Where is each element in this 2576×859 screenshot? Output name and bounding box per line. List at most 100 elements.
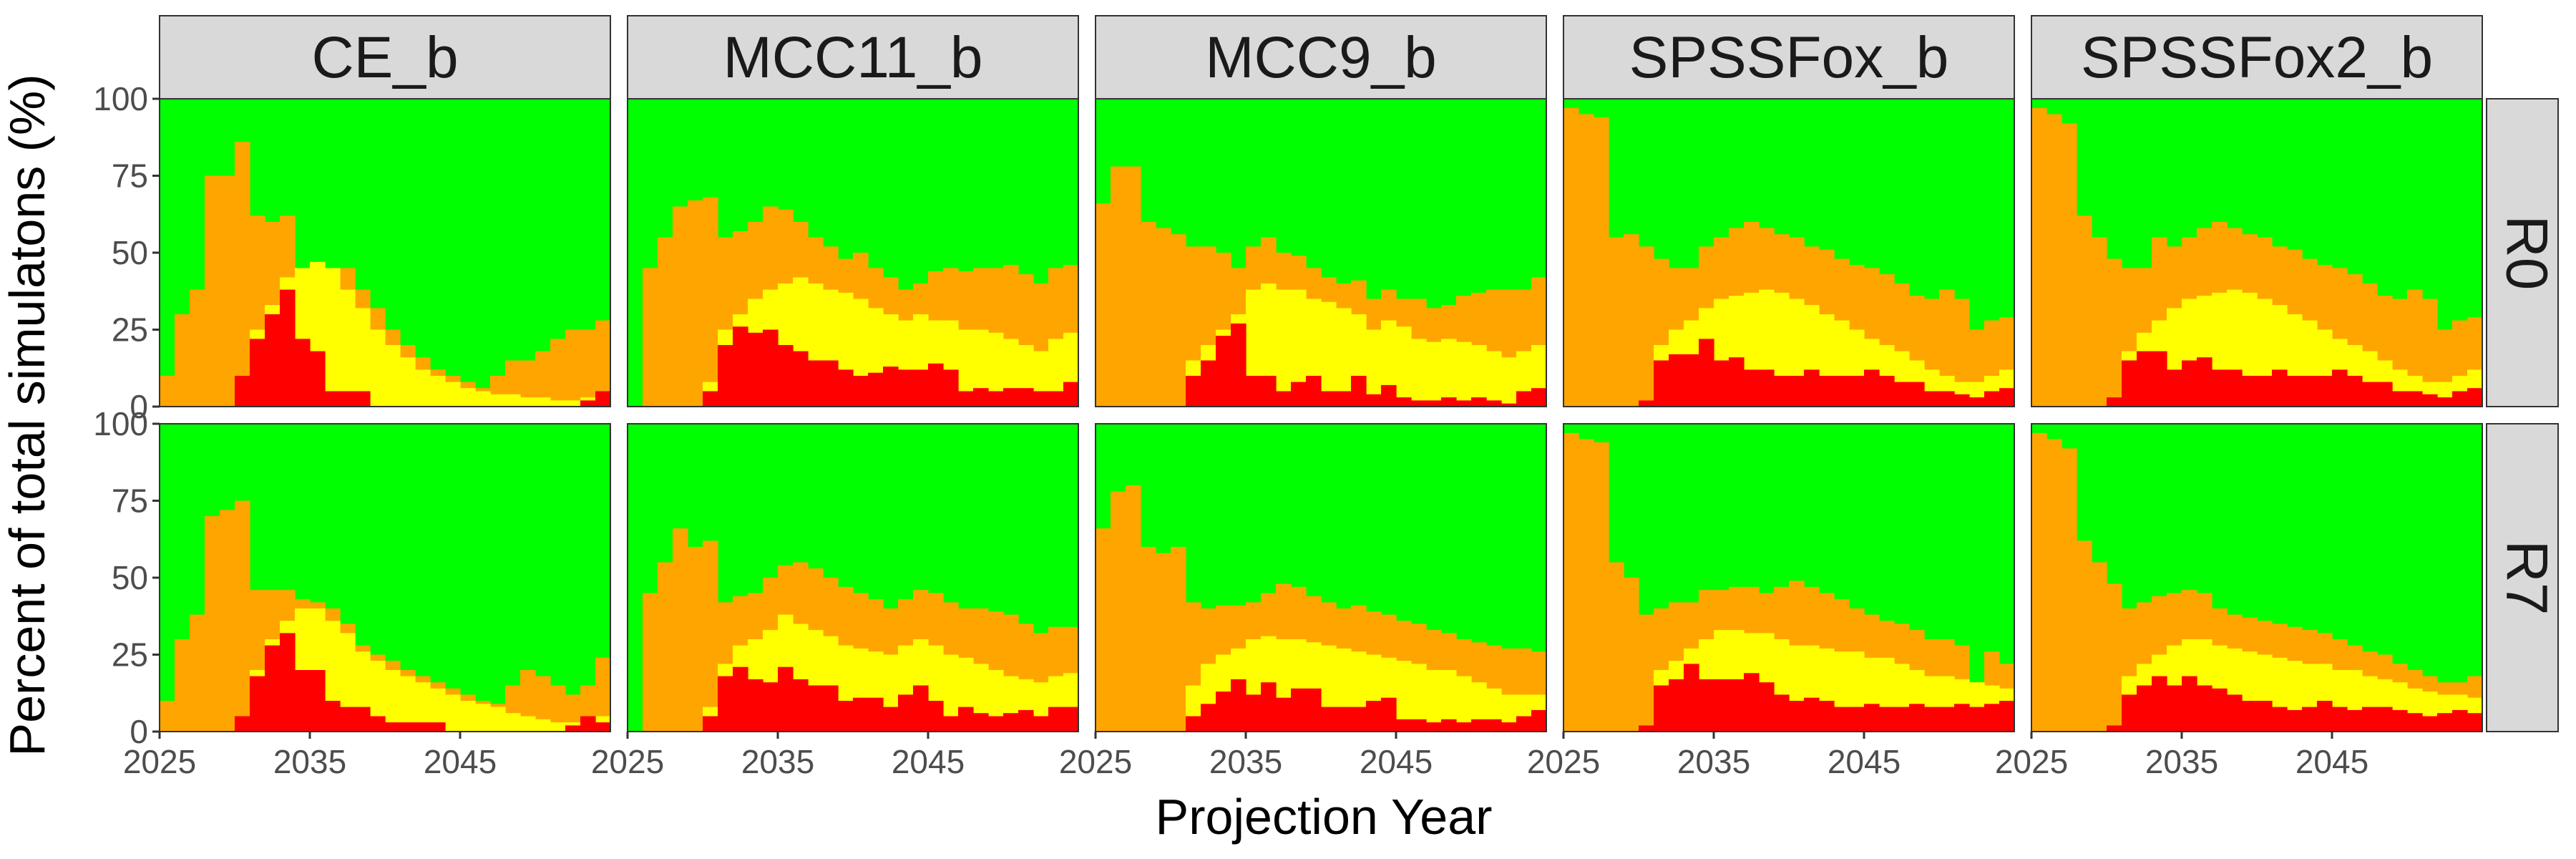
yellow-bar — [988, 332, 1004, 407]
orange-bar — [673, 528, 688, 732]
red-bar — [2317, 701, 2333, 732]
red-bar — [1186, 716, 1201, 732]
red-bar — [1714, 679, 1729, 732]
orange-bar — [2031, 432, 2047, 732]
column-strip-label: CE_b — [311, 25, 458, 90]
yellow-bar — [340, 289, 356, 407]
row-strip-label: R0 — [2494, 215, 2559, 291]
red-bar — [928, 363, 944, 407]
red-bar — [763, 682, 779, 732]
yellow-bar — [490, 394, 506, 407]
orange-bar — [535, 351, 551, 407]
panel-border — [2031, 423, 2483, 732]
red-bar — [1804, 697, 1820, 732]
red-bar — [2302, 707, 2318, 732]
orange-bar — [658, 237, 673, 407]
red-bar — [340, 707, 356, 732]
orange-bar — [1594, 442, 1609, 732]
red-bar — [1819, 376, 1835, 407]
x-tick-label: 2045 — [1360, 743, 1433, 780]
red-bar — [2302, 376, 2318, 407]
red-bar — [808, 685, 824, 732]
red-bar — [778, 666, 794, 732]
x-tick-label: 2025 — [591, 743, 664, 780]
orange-bar — [1156, 553, 1171, 732]
orange-bar — [190, 289, 205, 407]
panel-r7-ce-b — [159, 423, 611, 732]
orange-bar — [1579, 439, 1594, 732]
red-bar — [853, 376, 869, 407]
red-bar — [763, 329, 779, 407]
red-bar — [2107, 725, 2122, 732]
yellow-bar — [430, 376, 446, 407]
red-bar — [265, 314, 280, 407]
yellow-bar — [325, 268, 341, 407]
yellow-bar — [400, 357, 416, 407]
orange-bar — [220, 510, 235, 732]
orange-bar — [565, 329, 581, 407]
yellow-bar — [1501, 357, 1517, 407]
orange-bar — [703, 540, 718, 732]
red-bar — [1834, 707, 1850, 732]
red-bar — [703, 391, 718, 407]
orange-bar — [2046, 114, 2062, 407]
red-bar — [1879, 707, 1895, 732]
red-bar — [1939, 707, 1955, 732]
yellow-bar — [1291, 289, 1307, 407]
y-tick-label: 25 — [112, 636, 148, 674]
red-bar — [733, 326, 748, 407]
red-bar — [1849, 707, 1865, 732]
column-strip: MCC9_b — [1095, 15, 1547, 100]
orange-bar — [1126, 485, 1141, 732]
red-bar — [1003, 713, 1019, 732]
red-bar — [2452, 391, 2468, 407]
red-bar — [853, 697, 869, 732]
red-bar — [1954, 394, 1970, 407]
red-bar — [2437, 713, 2453, 732]
orange-bar — [643, 593, 658, 732]
red-bar — [1381, 384, 1397, 407]
red-bar — [2242, 701, 2258, 732]
red-bar — [385, 722, 401, 732]
red-bar — [2422, 716, 2438, 732]
red-bar — [235, 376, 250, 407]
red-bar — [2257, 701, 2273, 732]
red-bar — [1246, 376, 1262, 407]
orange-bar — [1609, 562, 1624, 732]
red-bar — [1669, 679, 1684, 732]
red-bar — [1411, 719, 1427, 732]
orange-bar — [1579, 114, 1594, 407]
strip-box — [627, 15, 1079, 100]
x-tick-label: 2045 — [1828, 743, 1901, 780]
red-bar — [1999, 701, 2015, 732]
yellow-bar — [520, 716, 536, 732]
orange-bar — [1594, 117, 1609, 407]
red-bar — [1366, 701, 1382, 732]
orange-bar — [2062, 448, 2077, 732]
orange-bar — [595, 657, 611, 732]
row-strip: R7 — [2486, 423, 2559, 732]
orange-bar — [1141, 547, 1156, 732]
x-tick-label: 2035 — [1677, 743, 1750, 780]
red-bar — [1729, 357, 1745, 407]
red-bar — [1924, 391, 1940, 407]
red-bar — [1939, 391, 1955, 407]
red-bar — [1639, 400, 1654, 407]
red-bar — [2107, 397, 2122, 407]
red-bar — [778, 345, 794, 407]
panel-r0-mcc11-b — [627, 98, 1079, 407]
red-bar — [1729, 679, 1745, 732]
column-strip-label: MCC9_b — [1205, 25, 1437, 90]
red-bar — [1471, 719, 1487, 732]
red-bar — [1789, 376, 1805, 407]
red-bar — [2272, 369, 2288, 407]
red-bar — [1048, 707, 1064, 732]
orange-bar — [2062, 123, 2077, 407]
orange-bar — [2046, 439, 2062, 732]
red-bar — [2197, 685, 2212, 732]
panel-r7-mcc9-b — [1095, 423, 1547, 732]
red-bar — [748, 679, 763, 732]
red-bar — [2377, 382, 2393, 407]
red-bar — [868, 372, 884, 407]
red-bar — [913, 685, 929, 732]
